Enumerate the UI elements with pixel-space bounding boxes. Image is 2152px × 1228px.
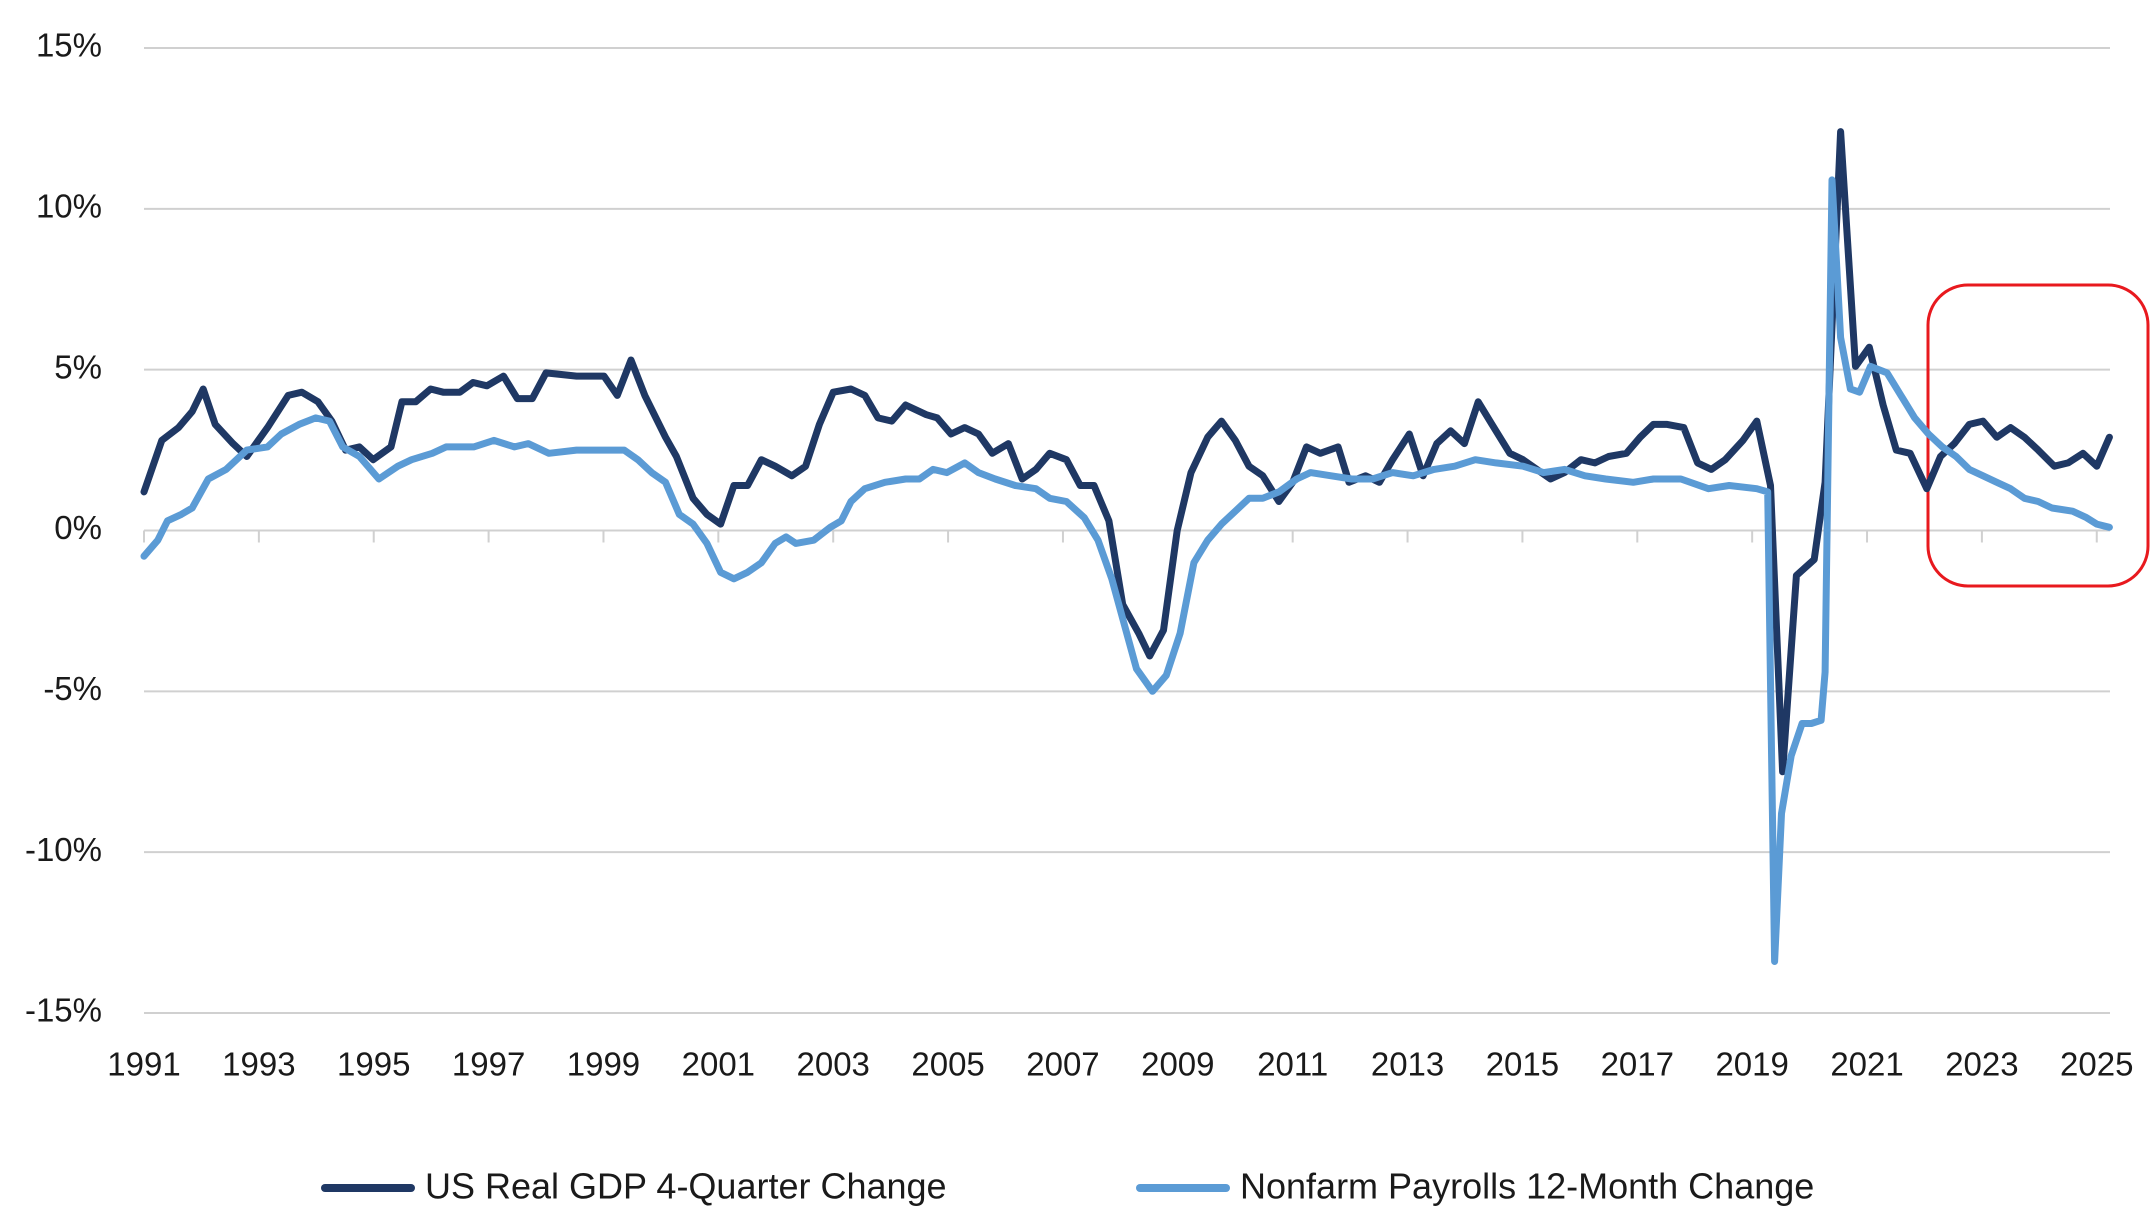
y-tick-label: -15% (25, 992, 102, 1029)
x-tick-label: 2015 (1486, 1046, 1559, 1083)
x-tick-label: 1993 (222, 1046, 295, 1083)
y-tick-label: -10% (25, 831, 102, 868)
x-tick-label: 1995 (337, 1046, 410, 1083)
x-tick-label: 2025 (2060, 1046, 2133, 1083)
legend-label: US Real GDP 4-Quarter Change (425, 1166, 947, 1207)
y-tick-label: 0% (54, 509, 102, 546)
x-tick-label: 2007 (1026, 1046, 1099, 1083)
x-tick-label: 2021 (1830, 1046, 1903, 1083)
series-line (140, 128, 2113, 776)
y-tick-label: 10% (36, 188, 102, 225)
x-tick-label: 2019 (1715, 1046, 1788, 1083)
legend-label: Nonfarm Payrolls 12-Month Change (1240, 1166, 1814, 1207)
x-tick-label: 1991 (107, 1046, 180, 1083)
series-line (140, 176, 2113, 965)
x-tick-label: 2009 (1141, 1046, 1214, 1083)
x-tick-label: 1997 (452, 1046, 525, 1083)
x-tick-label: 2023 (1945, 1046, 2018, 1083)
x-tick-label: 2003 (797, 1046, 870, 1083)
x-tick-label: 2005 (911, 1046, 984, 1083)
x-tick-label: 2017 (1601, 1046, 1674, 1083)
y-tick-label: 15% (36, 27, 102, 64)
y-tick-label: 5% (54, 348, 102, 385)
y-tick-label: -5% (43, 670, 102, 707)
x-tick-label: 2013 (1371, 1046, 1444, 1083)
x-tick-label: 1999 (567, 1046, 640, 1083)
x-tick-label: 2001 (682, 1046, 755, 1083)
x-tick-label: 2011 (1257, 1046, 1328, 1083)
